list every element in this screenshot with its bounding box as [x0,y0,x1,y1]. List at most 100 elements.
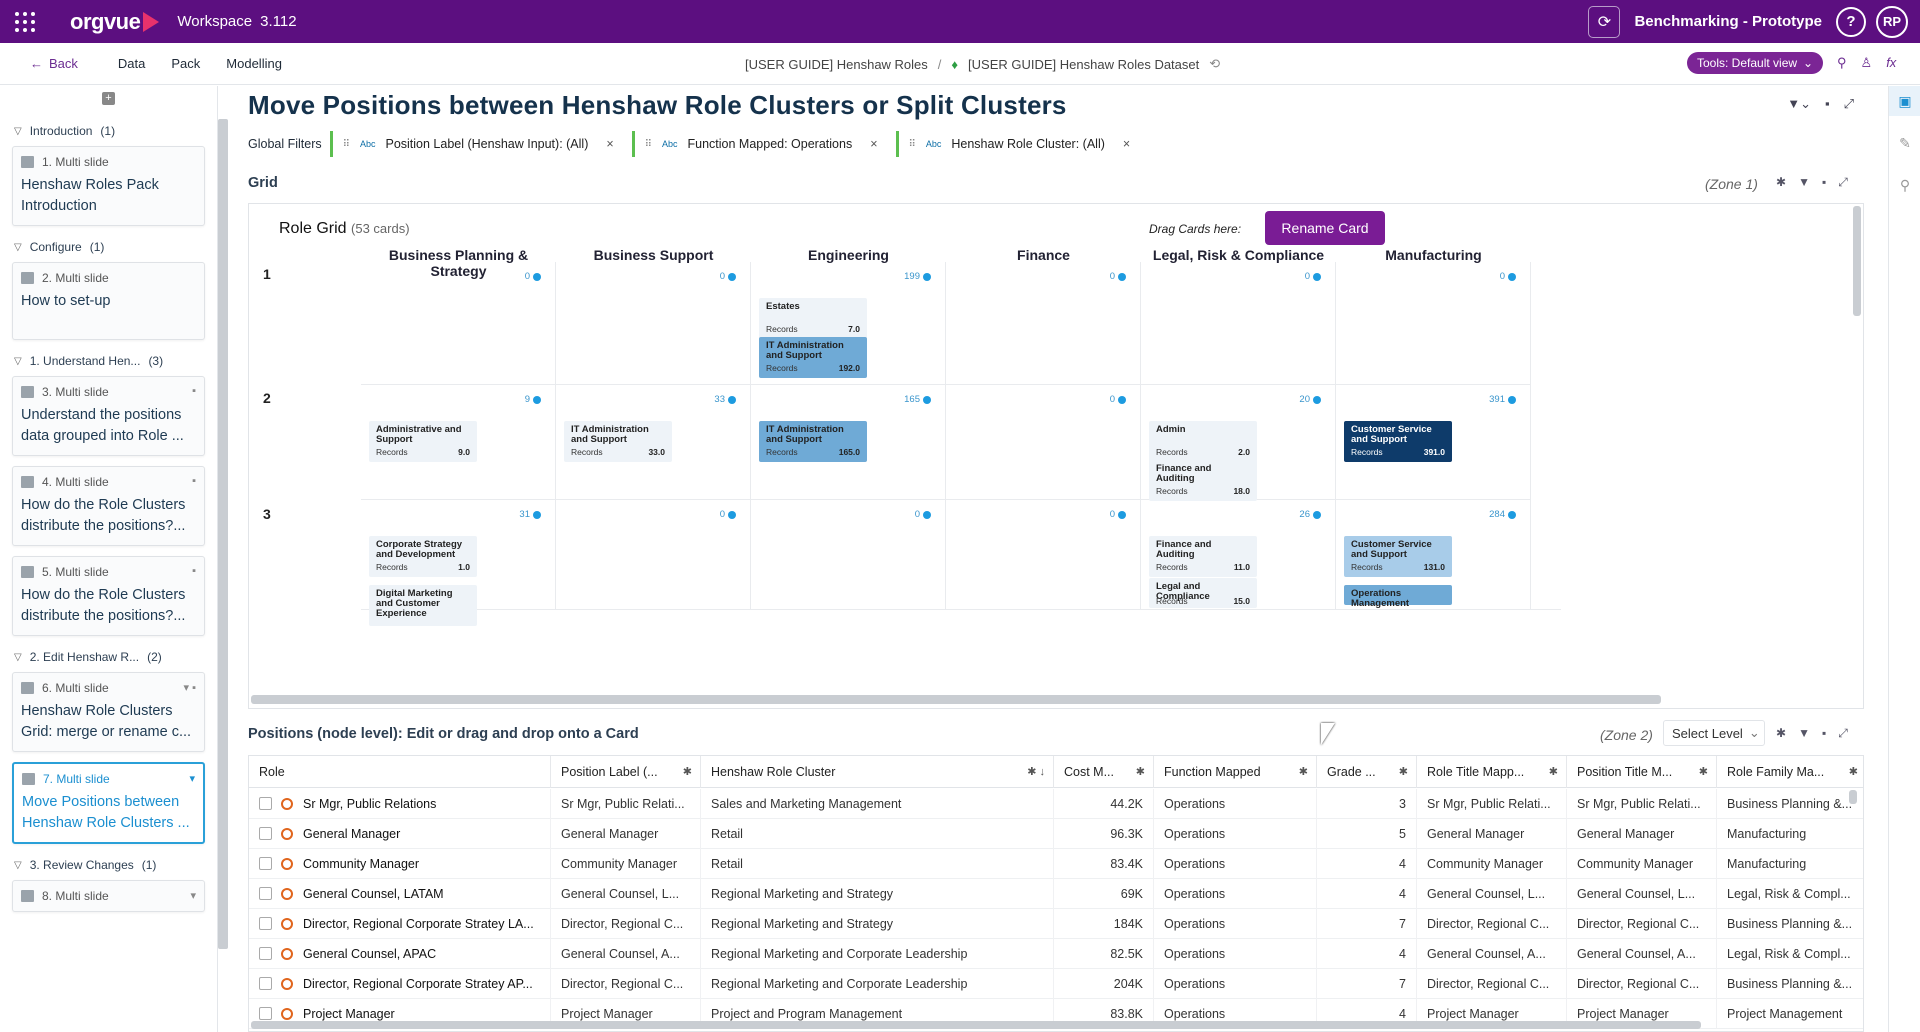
grid-cell[interactable]: 0 [946,385,1141,500]
close-icon[interactable]: × [606,137,614,151]
table-cell[interactable]: Sr Mgr, Public Relati... [1567,788,1717,819]
section-configure[interactable]: ▽ Configure (1) [14,240,217,254]
role-card[interactable]: Administrative and Support Records 9.0 [369,421,477,462]
table-cell[interactable]: Project and Program Management [701,998,1054,1029]
avatar[interactable]: RP [1876,5,1908,38]
help-icon[interactable]: ? [1836,6,1866,37]
section-review[interactable]: ▽ 3. Review Changes (1) [14,858,217,872]
table-row[interactable]: Director, Regional Corporate Stratey LA.… [249,908,1863,939]
drag-handle-icon[interactable]: ⠿ [342,138,350,150]
grid-cell[interactable]: 165 IT Administration and Support Records… [751,385,946,500]
table-cell[interactable]: Director, Regional C... [1567,908,1717,939]
table-cell[interactable]: Project Manager [551,998,701,1029]
column-header-cost[interactable]: Cost M... ✱ [1054,756,1154,788]
column-header-position-label[interactable]: Position Label (... ✱ [551,756,701,788]
table-cell[interactable]: General Manager [1417,818,1567,849]
filter-comment-icon[interactable]: ▾ ▪ [183,682,196,694]
app-launcher-icon[interactable] [2,0,48,43]
table-cell[interactable]: General Manager [249,818,551,849]
table-cell[interactable]: 44.2K [1054,788,1154,819]
table-cell[interactable]: Sr Mgr, Public Relati... [1417,788,1567,819]
table-cell[interactable]: General Counsel, A... [1567,938,1717,969]
grid-cell[interactable]: 31 Corporate Strategy and Development Rec… [361,500,556,626]
table-cell[interactable]: Retail [701,818,1054,849]
expand-icon[interactable]: ⤢ [1838,175,1848,189]
slide-card-8[interactable]: 8. Multi slide ▾ [12,880,205,912]
table-cell[interactable]: Community Manager [1417,848,1567,879]
table-horizontal-scrollbar[interactable] [251,1021,1701,1029]
table-cell[interactable]: 204K [1054,968,1154,999]
section-edit[interactable]: ▽ 2. Edit Henshaw R... (2) [14,650,217,664]
table-cell[interactable]: Operations [1154,788,1317,819]
table-cell[interactable]: Manufacturing [1717,849,1863,879]
row-checkbox[interactable] [259,947,272,960]
role-card[interactable]: Estates Records 7.0 [759,298,867,339]
table-row[interactable]: General Manager General Manager Retail 96.3… [249,818,1863,849]
table-cell[interactable]: 4 [1317,998,1417,1029]
back-button[interactable]: ← Back [30,56,78,71]
nav-pack[interactable]: Pack [171,56,201,71]
table-cell[interactable]: Community Manager [551,848,701,879]
table-cell[interactable]: 3 [1317,788,1417,819]
comment-icon[interactable]: ▪ [1821,175,1827,189]
table-cell[interactable]: Director, Regional C... [1417,908,1567,939]
table-row[interactable]: General Counsel, LATAM General Counsel, L… [249,878,1863,909]
row-checkbox[interactable] [259,917,272,930]
grid-cell[interactable]: 199 Estates Records 7.0 IT Administration … [751,262,946,385]
table-cell[interactable]: Operations [1154,908,1317,939]
table-cell[interactable]: General Manager [551,818,701,849]
sync-icon[interactable]: ⟳ [1588,5,1621,38]
settings-icon[interactable]: ✱ [1776,175,1787,189]
table-cell[interactable]: General Counsel, APAC [249,938,551,969]
table-cell[interactable]: Director, Regional Corporate Stratey LA.… [249,908,551,939]
gear-sort-icon[interactable]: ✱ ↓ [1027,766,1045,778]
filter-icon[interactable]: ▼ [1798,175,1810,189]
role-card[interactable]: Operations Management [1344,585,1452,609]
column-header-role-cluster[interactable]: Henshaw Role Cluster ✱ ↓ [701,756,1054,788]
table-row[interactable]: General Counsel, APAC General Counsel, A.… [249,938,1863,969]
table-cell[interactable]: Operations [1154,938,1317,969]
tools-dropdown[interactable]: Tools: Default view ⌄ [1687,52,1824,74]
orgvue-logo[interactable]: orgvue [70,9,160,35]
table-cell[interactable]: General Counsel, L... [1417,878,1567,909]
gear-icon[interactable]: ✱ [1698,766,1708,778]
table-cell[interactable]: 82.5K [1054,938,1154,969]
gear-icon[interactable]: ✱ [1298,766,1308,778]
column-header-grade[interactable]: Grade ... ✱ [1317,756,1417,788]
row-checkbox[interactable] [259,827,272,840]
row-checkbox[interactable] [259,797,272,810]
slide-panel-icon[interactable]: ▣ [1889,86,1920,116]
slide-card-1[interactable]: 1. Multi slide Henshaw Roles Pack Introdu… [12,146,205,226]
grid-cell[interactable]: 0 [946,500,1141,610]
section-introduction[interactable]: ▽ Introduction (1) [14,124,217,138]
table-cell[interactable]: 7 [1317,968,1417,999]
gear-icon[interactable]: ✱ [1135,766,1145,778]
close-icon[interactable]: × [1122,137,1131,151]
table-cell[interactable]: 4 [1317,878,1417,909]
table-cell[interactable]: Project Manager [1567,998,1717,1029]
comment-icon[interactable]: ▪ [192,385,196,397]
grid-horizontal-scrollbar[interactable] [251,695,1661,704]
table-cell[interactable]: 7 [1317,908,1417,939]
search-icon[interactable]: ⚲ [1899,176,1911,193]
table-row[interactable]: Director, Regional Corporate Stratey AP.… [249,968,1863,999]
table-cell[interactable]: 5 [1317,818,1417,849]
role-card[interactable]: IT Administration and Support Records 165.… [759,421,867,462]
rename-card-button[interactable]: Rename Card [1265,211,1385,245]
row-checkbox[interactable] [259,887,272,900]
table-cell[interactable]: Director, Regional C... [551,968,701,999]
column-header-position-title[interactable]: Position Title M... ✱ [1567,756,1717,788]
nav-data[interactable]: Data [117,56,146,71]
table-cell[interactable]: Business Planning &... [1717,969,1863,999]
grid-cell[interactable]: 0 [1336,262,1531,385]
row-checkbox[interactable] [259,977,272,990]
table-cell[interactable]: Project Management [1717,999,1863,1029]
gear-icon[interactable]: ✱ [1548,766,1558,778]
filter-icon[interactable]: ▾ [190,890,196,902]
role-card[interactable]: Admin Records 2.0 [1149,421,1257,462]
table-cell[interactable]: Regional Marketing and Corporate Leaders… [701,938,1054,969]
filter-chip-position-label[interactable]: ⠿ Abc Position Label (Henshaw Input): (All… [329,131,624,157]
grid-cell[interactable]: 33 IT Administration and Support Records 3… [556,385,751,500]
drag-handle-icon[interactable]: ⠿ [908,138,916,150]
table-row[interactable]: Sr Mgr, Public Relations Sr Mgr, Public R… [249,788,1863,819]
